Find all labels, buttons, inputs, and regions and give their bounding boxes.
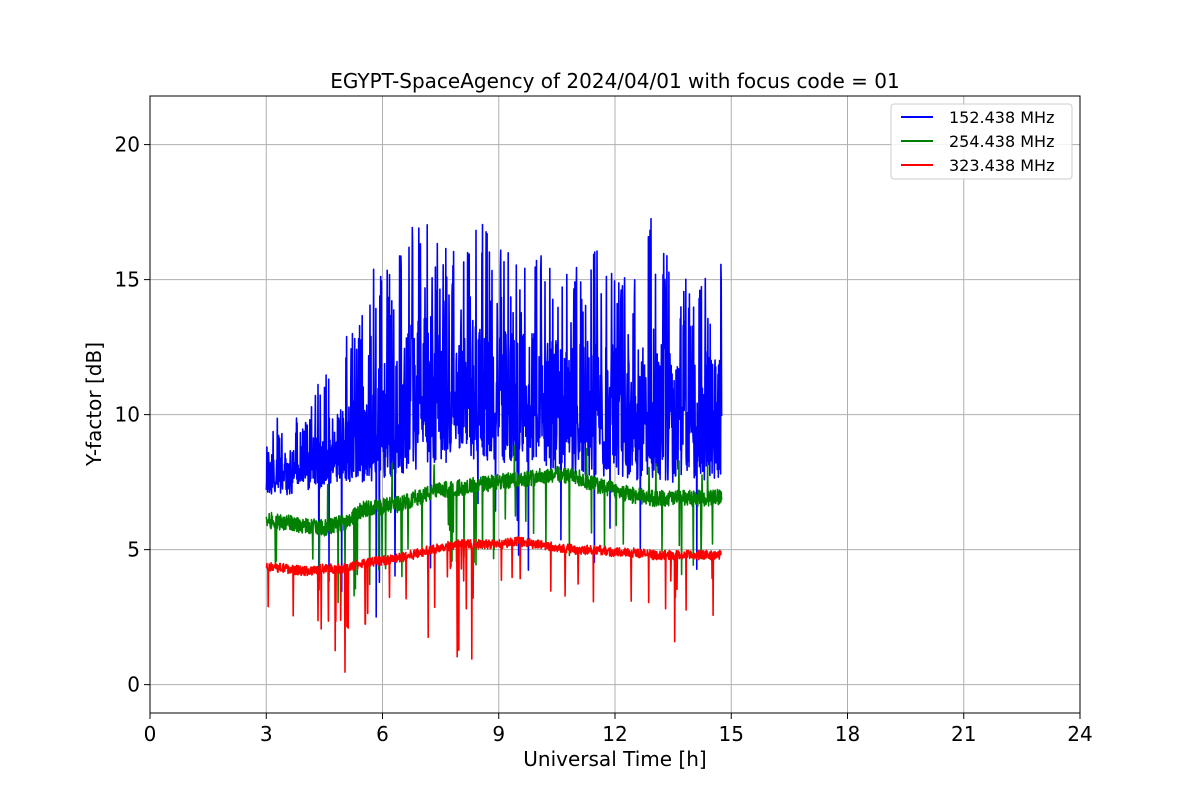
- y-tick-label: 10: [115, 403, 140, 427]
- legend-box: [890, 103, 1073, 180]
- chart-title: EGYPT-SpaceAgency of 2024/04/01 with foc…: [330, 69, 899, 93]
- series-line-1: [265, 444, 723, 604]
- series-line-2: [265, 536, 722, 673]
- x-tick-label: 3: [260, 722, 273, 746]
- x-tick-label: 24: [1067, 722, 1092, 746]
- y-tick-label: 5: [127, 538, 140, 562]
- legend-label-0: 152.438 MHz: [949, 108, 1054, 127]
- y-tick-label: 15: [115, 268, 140, 292]
- x-tick-label: 0: [144, 722, 157, 746]
- tick-layer: 0 3 6 9 12 15 18 21 24 0 5 10 15 20: [115, 133, 1093, 746]
- y-axis-label: Y-factor [dB]: [82, 342, 106, 467]
- x-tick-label: 18: [835, 722, 860, 746]
- x-tick-label: 12: [602, 722, 627, 746]
- series-line-0: [265, 217, 723, 618]
- y-tick-label: 0: [127, 673, 140, 697]
- series-layer: [265, 217, 723, 673]
- legend: 152.438 MHz 254.438 MHz 323.438 MHz: [890, 103, 1073, 180]
- x-tick-label: 15: [719, 722, 744, 746]
- x-axis-label: Universal Time [h]: [523, 747, 706, 771]
- x-tick-label: 6: [376, 722, 389, 746]
- legend-label-2: 323.438 MHz: [949, 156, 1054, 175]
- y-tick-label: 20: [115, 133, 140, 157]
- x-tick-label: 21: [951, 722, 976, 746]
- x-tick-label: 9: [492, 722, 505, 746]
- legend-label-1: 254.438 MHz: [949, 132, 1054, 151]
